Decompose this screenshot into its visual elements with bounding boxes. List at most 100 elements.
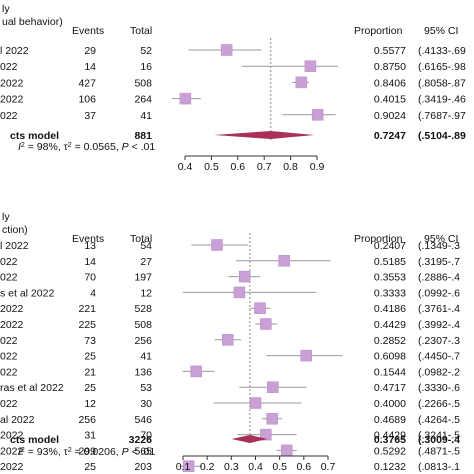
study-square [249,397,262,409]
study-proportion: 0.5577 [374,45,406,57]
heterogeneity-part: I [18,446,21,458]
ci-header: 95% CI [424,25,458,37]
study-total: 264 [134,94,152,106]
study-total: 528 [134,303,152,315]
study-square [266,413,278,425]
heterogeneity-part: , τ [58,446,69,458]
study-square [267,381,279,393]
x-axis-tick-label: 0.2 [200,461,215,473]
study-events: 106 [78,94,96,106]
study-ci: (.6165-.98 [418,61,466,73]
study-ci: (.3241-.5 [418,430,460,442]
heterogeneity-part: , [116,141,122,153]
study-square [260,318,272,330]
heterogeneity-part: < .01 [132,446,156,458]
study-label: s et al 2022 [0,287,54,299]
study-ci: (.2307-.3 [418,335,460,347]
study-square [220,44,233,56]
pooled-label: cts model [10,130,59,142]
study-label: 022 [0,272,18,284]
pooled-diamond [214,131,315,139]
x-axis-tick-label: 0.6 [297,461,312,473]
x-axis-tick-label: 0.9 [310,161,325,173]
heterogeneity-part: , [116,446,122,458]
pooled-proportion: 0.7247 [374,130,406,142]
study-ci: (.4450-.7 [418,351,460,363]
x-axis-tick-label: 0.7 [321,461,336,473]
study-label: l 2022 [0,240,29,252]
study-proportion: 0.4689 [374,414,406,426]
study-proportion: 0.2407 [374,240,406,252]
study-proportion: 0.5292 [374,445,406,457]
study-total: 546 [134,414,152,426]
study-square [182,460,195,472]
study-ci: (.0992-.6 [418,287,460,299]
x-axis-tick-label: 0.5 [272,461,287,473]
study-ci: (.7687-.97 [418,110,466,122]
x-axis-tick-label: 0.5 [204,161,219,173]
study-events: 221 [78,303,96,315]
heterogeneity-part: 2 [21,447,25,454]
study-label: al 2022 [0,414,35,426]
study-events: 21 [84,366,96,378]
study-square [190,365,202,378]
study-proportion: 0.5185 [374,256,406,268]
heterogeneity-stats: I2 = 93%, τ2 = 0.0206, P < .01 [18,446,155,458]
study-events: 73 [84,335,96,347]
study-proportion: 0.3553 [374,272,406,284]
study-square [254,302,266,314]
heterogeneity-part: 0.0565 [84,141,116,153]
heterogeneity-part: P [122,446,129,458]
x-axis-tick-label: 0.4 [178,161,193,173]
study-events: 299 [78,445,96,457]
study-total: 12 [140,287,152,299]
x-axis-tick-label: 0.3 [224,461,239,473]
heterogeneity-part: 0.0206 [84,446,116,458]
ci-header: 95% CI [424,233,458,245]
heterogeneity-part: = [25,446,37,458]
study-ci: (.3419-.46 [418,94,466,106]
study-label: 2022 [0,445,24,457]
heterogeneity-part: , τ [58,141,69,153]
x-axis-tick-label: 0.4 [248,461,263,473]
heterogeneity-part: 98% [37,141,58,153]
study-label: 2022 [0,461,24,473]
study-total: 565 [134,445,152,457]
total-header: Total [130,25,152,37]
study-ci: (.2266-.5 [418,398,460,410]
study-events: 14 [84,256,96,268]
study-label: l 2022 [0,45,29,57]
study-proportion: 0.4015 [374,94,406,106]
study-proportion: 0.1544 [374,366,406,378]
study-square [211,239,223,251]
study-events: 25 [84,382,96,394]
study-events: 29 [84,45,96,57]
study-label: 022 [0,256,18,268]
study-events: 4 [90,287,96,299]
study-events: 14 [84,61,96,73]
study-proportion: 0.8406 [374,77,406,89]
proportion-header: Proportion [354,25,403,37]
study-total: 41 [140,110,152,122]
study-total: 16 [140,61,152,73]
study-square [233,286,246,299]
study-square [300,349,312,362]
pooled-total: 3226 [129,434,153,446]
subgroup-label-line: ly [2,211,10,223]
study-events: 13 [84,240,96,252]
study-proportion: 0.8750 [374,61,406,73]
study-total: 256 [134,335,152,347]
study-label: 2022 [0,319,24,331]
study-ci: (.4264-.5 [418,414,460,426]
study-events: 256 [78,414,96,426]
study-ci: (.0982-.2 [418,366,460,378]
study-ci: (.3195-.7 [418,256,460,268]
study-square [311,109,324,121]
study-proportion: 0.3333 [374,287,406,299]
heterogeneity-part: 93% [37,446,58,458]
study-ci: (.0813-.1 [418,461,460,473]
study-square [295,76,308,89]
total-header: Total [130,233,152,245]
heterogeneity-part: = [72,141,84,153]
study-ci: (.4133-.69 [418,45,466,57]
